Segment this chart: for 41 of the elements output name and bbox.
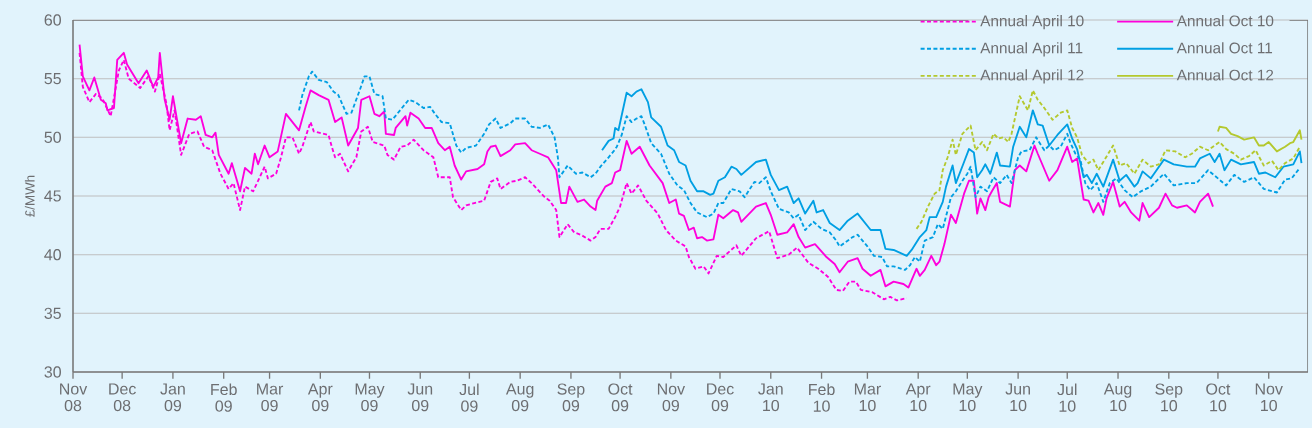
x-tick-label: Jan 10 [758, 383, 783, 412]
y-tick-label: 40 [44, 249, 61, 261]
legend-label: Annual April 10 [980, 15, 1084, 30]
x-tick-label: Aug 10 [1103, 383, 1132, 412]
x-tick-label: Mar 09 [257, 383, 284, 412]
legend-label: Annual Oct 11 [1176, 42, 1273, 54]
x-tick-label: Feb 10 [809, 383, 835, 412]
x-tick-label: May 09 [355, 383, 385, 412]
y-tick-label: 45 [44, 190, 61, 202]
legend-label: Annual Oct 12 [1176, 69, 1274, 81]
y-tick-label: 55 [44, 73, 61, 85]
y-axis-title: £/MWh [24, 175, 35, 217]
x-tick-label: Jun 09 [407, 383, 433, 412]
x-tick-label: Nov 08 [60, 383, 88, 412]
x-tick-label: Jul 09 [459, 383, 479, 412]
x-tick-label: Nov 09 [657, 383, 686, 412]
x-tick-label: Sep 10 [1155, 383, 1183, 412]
legend-label: Annual April 12 [980, 69, 1084, 84]
x-tick-label: May 10 [953, 383, 983, 412]
x-tick-label: Jul 10 [1057, 383, 1077, 412]
line-series [1217, 125, 1303, 153]
line-series [915, 89, 1301, 230]
x-tick-label: Aug 09 [505, 383, 534, 412]
x-tick-label: Apr 09 [307, 383, 333, 412]
x-tick-label: Feb 09 [211, 383, 237, 412]
y-tick-label: 50 [44, 131, 61, 143]
x-tick-label: Jun 10 [1005, 383, 1030, 412]
x-tick-label: Nov 10 [1255, 383, 1283, 412]
x-tick-label: Dec 09 [707, 383, 734, 412]
legend-label: Annual April 11 [980, 42, 1083, 57]
x-tick-label: Apr 10 [905, 383, 931, 412]
x-tick-label: Jan 09 [160, 383, 185, 412]
y-tick-label: 35 [44, 307, 61, 319]
legend-label: Annual Oct 10 [1176, 15, 1274, 27]
y-tick-label: 60 [44, 14, 61, 26]
x-tick-label: Oct 09 [608, 383, 633, 412]
x-tick-label: Mar 10 [854, 383, 881, 412]
x-tick-label: Oct 10 [1206, 383, 1231, 412]
y-tick-label: 30 [44, 366, 61, 378]
x-tick-label: Dec 08 [109, 383, 136, 412]
x-tick-label: Sep 09 [557, 383, 585, 412]
